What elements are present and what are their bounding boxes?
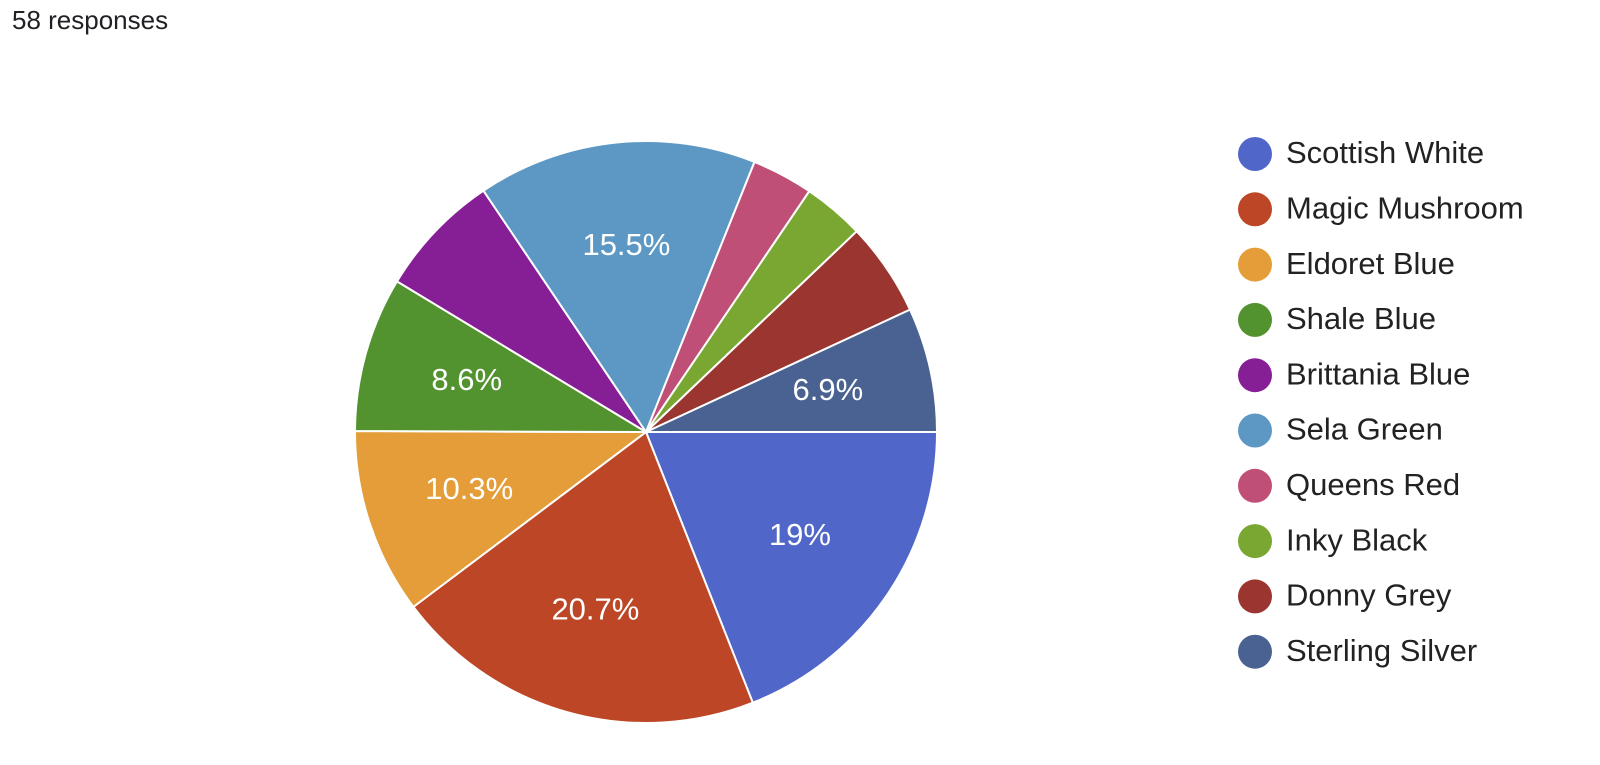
pie-slice — [482, 140, 756, 435]
legend-marker — [1238, 468, 1272, 503]
pie-slice — [412, 430, 755, 724]
legend-label: Queens Red — [1286, 467, 1460, 502]
slice-label: 10.3% — [425, 471, 513, 506]
legend-marker — [1238, 137, 1272, 171]
slice-label: 19% — [769, 517, 831, 552]
pie-slice — [353, 280, 650, 434]
legend-marker — [1238, 413, 1272, 448]
legend-marker — [1238, 634, 1272, 669]
legend-marker — [1238, 524, 1272, 559]
legend-marker — [1238, 358, 1272, 393]
pie-slice — [395, 189, 647, 433]
legend-label: Scottish White — [1286, 135, 1484, 170]
legend-label: Donny Grey — [1286, 578, 1452, 613]
slice-label: 6.9% — [793, 372, 864, 407]
legend-label: Brittania Blue — [1286, 356, 1470, 391]
legend-marker — [1238, 302, 1272, 337]
legend-marker — [1238, 579, 1272, 614]
legend-label: Sela Green — [1286, 412, 1443, 447]
chart-title: 58 responses — [12, 5, 168, 35]
legend-label: Shale Blue — [1286, 301, 1436, 336]
pie-slice — [354, 430, 649, 609]
pie-slice — [644, 431, 939, 704]
legend-marker — [1238, 192, 1272, 227]
pie-slice — [645, 308, 939, 433]
legend-label: Magic Mushroom — [1286, 190, 1524, 225]
slice-label: 20.7% — [551, 591, 639, 626]
legend-label: Sterling Silver — [1286, 633, 1477, 668]
legend-marker — [1238, 247, 1272, 282]
legend-label: Inky Black — [1286, 522, 1428, 557]
slice-label: 8.6% — [431, 362, 502, 397]
slice-label: 15.5% — [582, 227, 670, 262]
legend-label: Eldoret Blue — [1286, 246, 1455, 281]
